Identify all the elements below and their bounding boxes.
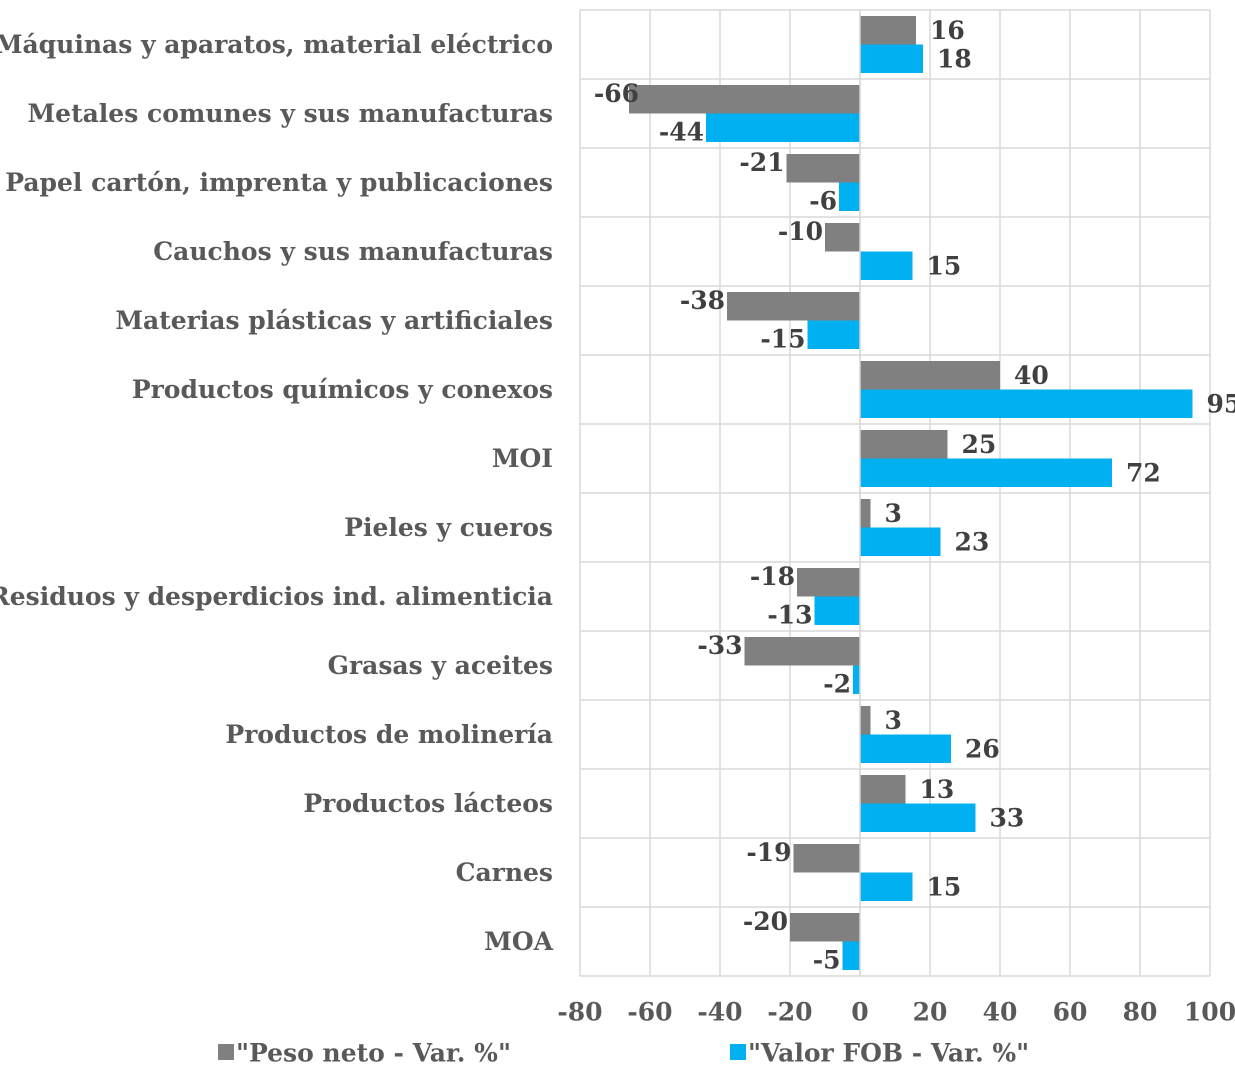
- data-label-valor-fob: 18: [937, 44, 972, 73]
- x-tick-label: 40: [983, 998, 1018, 1027]
- bar-valor-fob: [807, 320, 860, 349]
- data-label-peso-neto: 25: [962, 430, 997, 459]
- data-label-valor-fob: 95: [1207, 389, 1235, 418]
- category-label: Máquinas y aparatos, material eléctrico: [0, 30, 553, 59]
- bar-peso-neto: [860, 499, 871, 528]
- data-label-peso-neto: -38: [680, 286, 725, 315]
- data-label-valor-fob: -13: [767, 600, 812, 629]
- bar-peso-neto: [860, 16, 916, 45]
- legend: "Peso neto - Var. %" "Valor FOB - Var. %": [218, 1039, 1029, 1066]
- data-label-valor-fob: 26: [965, 734, 1000, 763]
- bar-valor-fob: [853, 665, 860, 694]
- bar-peso-neto: [860, 361, 1000, 390]
- category-label: MOI: [492, 444, 553, 473]
- x-tick-label: -20: [767, 998, 812, 1027]
- data-label-peso-neto: 16: [930, 16, 965, 45]
- data-label-peso-neto: -33: [697, 631, 742, 660]
- x-tick-label: 0: [851, 998, 868, 1027]
- data-label-peso-neto: 13: [920, 775, 955, 804]
- bar-peso-neto: [860, 775, 906, 804]
- legend-item-peso-neto-swatch: [218, 1044, 234, 1060]
- x-tick-label: 80: [1123, 998, 1158, 1027]
- bar-valor-fob: [706, 113, 860, 142]
- bar-valor-fob: [860, 458, 1112, 487]
- gridlines: [579, 9, 1211, 977]
- category-label: Materias plásticas y artificiales: [115, 306, 553, 335]
- bar-peso-neto: [797, 568, 860, 597]
- data-label-valor-fob: 33: [990, 803, 1025, 832]
- bar-valor-fob: [814, 596, 860, 625]
- bar-peso-neto: [786, 154, 860, 183]
- category-label: Productos químicos y conexos: [132, 375, 553, 404]
- data-label-valor-fob: 15: [927, 872, 962, 901]
- category-label: Grasas y aceites: [328, 651, 553, 680]
- data-label-valor-fob: 72: [1126, 458, 1161, 487]
- data-label-peso-neto: -66: [594, 79, 639, 108]
- category-label: Metales comunes y sus manufacturas: [27, 99, 553, 128]
- bar-valor-fob: [860, 803, 976, 832]
- legend-item-peso-neto-label: "Peso neto - Var. %": [236, 1039, 511, 1066]
- data-label-peso-neto: 40: [1014, 361, 1049, 390]
- data-label-peso-neto: -10: [778, 217, 823, 246]
- category-label: MOA: [484, 927, 553, 956]
- bar-peso-neto: [629, 85, 860, 114]
- bar-valor-fob: [860, 44, 923, 73]
- data-label-valor-fob: 15: [927, 251, 962, 280]
- x-tick-label: -40: [697, 998, 742, 1027]
- category-label: Productos lácteos: [303, 789, 553, 818]
- bar-peso-neto: [790, 913, 860, 942]
- data-label-peso-neto: 3: [885, 706, 902, 735]
- bar-valor-fob: [842, 941, 860, 970]
- legend-item-valor-fob-label: "Valor FOB - Var. %": [748, 1039, 1029, 1066]
- bar-peso-neto: [727, 292, 860, 321]
- data-label-peso-neto: -19: [746, 838, 791, 867]
- bar-valor-fob: [860, 251, 913, 280]
- category-label: Carnes: [456, 858, 553, 887]
- x-tick-label: 20: [913, 998, 948, 1027]
- data-label-peso-neto: -20: [743, 907, 788, 936]
- data-label-peso-neto: -18: [750, 562, 795, 591]
- category-label: Cauchos y sus manufacturas: [153, 237, 553, 266]
- category-label: Residuos y desperdicios ind. alimenticia: [0, 582, 553, 611]
- axes: -80 -60 -40 -20 0 20 40 60 80 100: [557, 10, 1235, 1027]
- bar-valor-fob: [860, 527, 941, 556]
- data-label-valor-fob: 23: [955, 527, 990, 556]
- bars: [629, 16, 1193, 970]
- bar-peso-neto: [860, 430, 948, 459]
- bar-peso-neto: [825, 223, 860, 252]
- data-label-valor-fob: -44: [659, 117, 704, 146]
- legend-item-valor-fob-swatch: [730, 1044, 746, 1060]
- bar-peso-neto: [860, 706, 871, 735]
- data-label-valor-fob: -15: [760, 324, 805, 353]
- x-tick-label: -60: [627, 998, 672, 1027]
- bar-peso-neto: [744, 637, 860, 666]
- x-tick-label: 60: [1053, 998, 1088, 1027]
- bar-valor-fob: [860, 389, 1193, 418]
- bar-valor-fob: [860, 734, 951, 763]
- bar-valor-fob: [860, 872, 913, 901]
- bar-valor-fob: [839, 182, 860, 211]
- x-tick-label: -80: [557, 998, 602, 1027]
- data-label-peso-neto: 3: [885, 499, 902, 528]
- data-label-valor-fob: -5: [813, 945, 841, 974]
- data-label-valor-fob: -2: [823, 669, 851, 698]
- category-label: Pieles y cueros: [344, 513, 553, 542]
- bar-peso-neto: [793, 844, 860, 873]
- category-label: Papel cartón, imprenta y publicaciones: [5, 168, 553, 197]
- x-tick-label: 100: [1184, 998, 1235, 1027]
- data-label-valor-fob: -6: [809, 186, 837, 215]
- category-label: Productos de molinería: [225, 720, 553, 749]
- data-label-peso-neto: -21: [739, 148, 784, 177]
